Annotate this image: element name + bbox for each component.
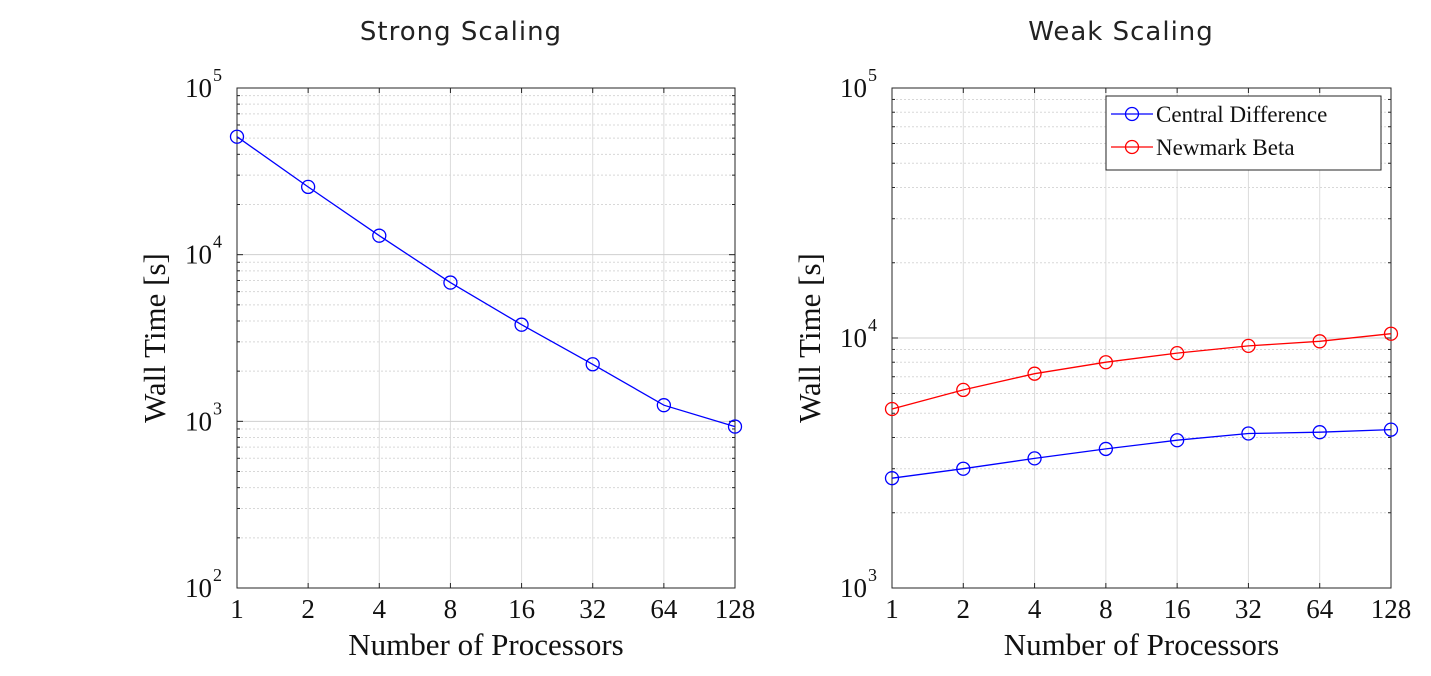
legend-entry-label: Central Difference (1156, 102, 1327, 127)
x-tick-label: 2 (301, 594, 315, 624)
data-point (1027, 366, 1042, 381)
x-axis-label: Number of Processors (1004, 627, 1280, 662)
x-tick-label: 16 (508, 594, 535, 624)
y-tick-exponent: 4 (868, 315, 877, 335)
data-point (514, 317, 529, 332)
data-point (585, 357, 600, 372)
data-point (884, 401, 900, 417)
x-tick-label: 128 (715, 594, 756, 624)
y-tick-label: 10 (840, 573, 867, 603)
y-tick-label: 10 (185, 240, 212, 270)
x-tick-label: 8 (1099, 594, 1113, 624)
data-point (1241, 338, 1256, 354)
y-tick-exponent: 5 (868, 65, 877, 85)
y-tick-exponent: 5 (213, 65, 222, 85)
series-group (229, 129, 743, 434)
series-line-0 (891, 428, 1392, 479)
series-line-1 (891, 333, 1392, 410)
y-tick-label: 10 (840, 73, 867, 103)
y-tick-exponent: 3 (213, 398, 222, 418)
x-axis-label: Number of Processors (348, 627, 624, 662)
data-point (300, 179, 316, 195)
y-tick-exponent: 4 (213, 232, 222, 252)
data-point (229, 129, 245, 144)
plot-area-frame (236, 87, 736, 589)
y-axis-label: Wall Time [s] (137, 253, 172, 423)
x-tick-label: 8 (444, 594, 458, 624)
legend-marker (1124, 139, 1140, 155)
y-tick-label: 10 (185, 573, 212, 603)
data-point (884, 471, 900, 486)
data-point (1312, 334, 1327, 349)
x-tick-label: 16 (1164, 594, 1191, 624)
x-tick-label: 2 (957, 594, 971, 624)
data-point (956, 382, 971, 398)
legend-box (1105, 95, 1382, 171)
data-point (1241, 426, 1256, 441)
data-point (1169, 433, 1185, 448)
legend-entry-label: Newmark Beta (1156, 135, 1295, 160)
data-point (956, 461, 971, 476)
x-tick-label: 32 (1235, 594, 1262, 624)
data-point (656, 398, 672, 413)
grid (236, 87, 736, 589)
x-tick-label: 64 (1306, 594, 1334, 624)
y-tick-exponent: 2 (213, 565, 222, 585)
series-group (884, 326, 1399, 486)
data-point (1027, 451, 1042, 466)
chart-title: Strong Scaling (360, 17, 562, 47)
x-tick-label: 1 (885, 594, 899, 624)
data-point (443, 275, 458, 290)
legend: Central Difference Newmark Beta (1105, 95, 1382, 171)
chart-title: Weak Scaling (1028, 17, 1214, 47)
data-point (1098, 441, 1114, 457)
y-tick-exponent: 3 (868, 565, 877, 585)
legend-marker (1124, 106, 1140, 122)
y-tick-label: 10 (185, 73, 212, 103)
x-tick-label: 1 (230, 594, 244, 624)
data-point (372, 228, 387, 243)
data-point (1383, 422, 1399, 437)
x-tick-label: 4 (1028, 594, 1042, 624)
series-line-0 (236, 136, 736, 428)
x-tick-label: 4 (373, 594, 387, 624)
data-point (727, 419, 743, 434)
y-axis-label: Wall Time [s] (792, 253, 827, 423)
x-tick-label: 64 (650, 594, 678, 624)
data-point (1169, 345, 1185, 361)
data-point (1312, 425, 1327, 440)
y-tick-label: 10 (185, 406, 212, 436)
data-point (1383, 326, 1399, 341)
y-tick-label: 10 (840, 323, 867, 353)
x-tick-label: 32 (579, 594, 606, 624)
x-tick-label: 128 (1371, 594, 1412, 624)
data-point (1098, 355, 1114, 370)
